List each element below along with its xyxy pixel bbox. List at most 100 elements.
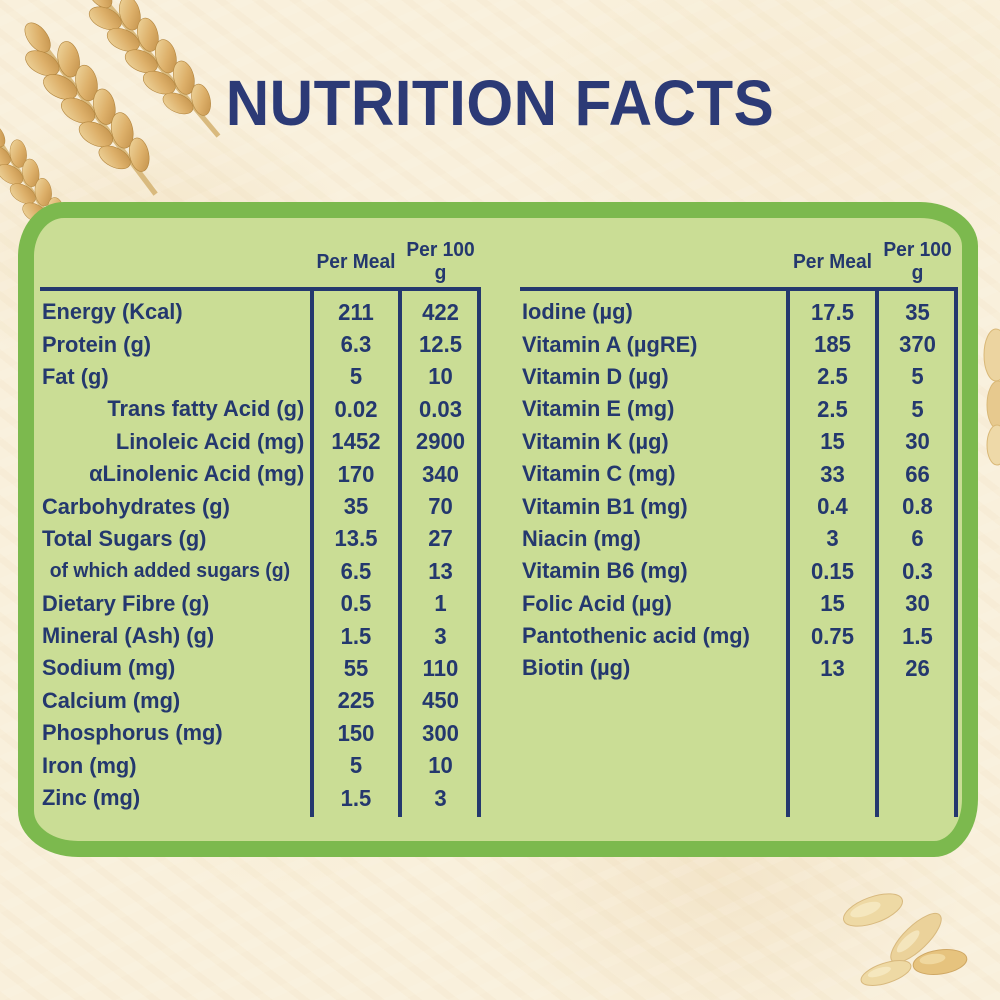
per-meal-value: 6.5 bbox=[340, 557, 372, 584]
per-100g-value: 5 bbox=[911, 395, 924, 422]
table-header-row: Per Meal Per 100 g bbox=[520, 237, 958, 287]
per-meal-value: 55 bbox=[343, 654, 369, 681]
nutrient-label: Zinc (mg) bbox=[41, 785, 141, 811]
nutrient-label: αLinolenic Acid (mg) bbox=[89, 461, 305, 487]
per-meal-value: 15 bbox=[820, 590, 845, 617]
nutrient-label: Carbohydrates (g) bbox=[41, 493, 230, 519]
table-row: Protein (g) 6.3 12.5 bbox=[40, 328, 481, 360]
per-meal-value: 185 bbox=[814, 331, 851, 358]
per-meal-value: 17.5 bbox=[811, 298, 854, 325]
table-row: Vitamin E (mg) 2.5 5 bbox=[520, 393, 958, 425]
per-100g-value: 422 bbox=[422, 298, 459, 325]
table-row: Vitamin D (µg) 2.5 5 bbox=[520, 361, 958, 393]
nutrient-label: Iron (mg) bbox=[41, 752, 137, 778]
table-row: Energy (Kcal) 211 422 bbox=[40, 296, 481, 328]
per-100g-value: 300 bbox=[422, 719, 459, 746]
per-meal-value: 6.3 bbox=[340, 331, 372, 358]
table-row: Carbohydrates (g) 35 70 bbox=[40, 490, 481, 522]
per-meal-header: Per Meal bbox=[316, 250, 396, 273]
per-100g-value: 27 bbox=[428, 525, 453, 552]
table-row: Phosphorus (mg) 150 300 bbox=[40, 717, 481, 749]
nutrient-label: Trans fatty Acid (g) bbox=[107, 396, 305, 422]
per-100g-value: 66 bbox=[905, 460, 930, 487]
per-meal-value: 35 bbox=[343, 493, 369, 520]
nutrient-label: Total Sugars (g) bbox=[41, 525, 207, 551]
nutrient-label: Vitamin K (µg) bbox=[521, 428, 669, 454]
table-row: Trans fatty Acid (g) 0.02 0.03 bbox=[40, 393, 481, 425]
nutrient-label: Protein (g) bbox=[41, 331, 152, 357]
nutrient-label: Linoleic Acid (mg) bbox=[115, 428, 305, 454]
per-100g-value: 1 bbox=[434, 590, 447, 617]
per-100g-value: 3 bbox=[434, 784, 447, 811]
per-100g-value: 35 bbox=[905, 298, 930, 325]
per-meal-value: 3 bbox=[826, 525, 839, 552]
per-meal-value: 5 bbox=[349, 363, 363, 390]
nutrient-label: Biotin (µg) bbox=[521, 655, 631, 681]
column-divider bbox=[477, 291, 481, 817]
per-100g-value: 30 bbox=[905, 590, 930, 617]
per-meal-value: 1.5 bbox=[340, 784, 372, 811]
column-divider bbox=[954, 291, 958, 817]
nutrient-label: Calcium (mg) bbox=[41, 687, 181, 713]
nutrient-label: Phosphorus (mg) bbox=[41, 720, 223, 746]
per-meal-value: 225 bbox=[337, 687, 375, 714]
table-row: Mineral (Ash) (g) 1.5 3 bbox=[40, 620, 481, 652]
per-100g-value: 1.5 bbox=[902, 622, 933, 649]
nutrient-label: Iodine (µg) bbox=[521, 299, 633, 325]
nutrient-label: Dietary Fibre (g) bbox=[41, 590, 210, 616]
table-body: Iodine (µg) 17.5 35 Vitamin A (µgRE) 185 370 V… bbox=[520, 287, 958, 817]
per-meal-value: 5 bbox=[349, 752, 363, 779]
nutrient-label: Folic Acid (µg) bbox=[521, 590, 672, 616]
per-100g-value: 0.3 bbox=[902, 557, 933, 584]
per-meal-value: 0.02 bbox=[334, 395, 378, 422]
per-meal-value: 13.5 bbox=[334, 525, 378, 552]
nutrient-label: Mineral (Ash) (g) bbox=[41, 623, 215, 649]
nutrient-label: of which added sugars (g) bbox=[49, 559, 291, 582]
per-meal-value: 0.4 bbox=[817, 493, 848, 520]
table-row: Biotin (µg) 13 26 bbox=[520, 652, 958, 684]
per-meal-value: 0.15 bbox=[811, 557, 854, 584]
table-row: Iron (mg) 5 10 bbox=[40, 749, 481, 781]
per-100g-value: 370 bbox=[899, 331, 936, 358]
nutrient-label: Vitamin E (mg) bbox=[521, 396, 675, 422]
table-row: Folic Acid (µg) 15 30 bbox=[520, 588, 958, 620]
per-meal-value: 33 bbox=[820, 460, 845, 487]
table-row: Vitamin A (µgRE) 185 370 bbox=[520, 328, 958, 360]
table-row: Dietary Fibre (g) 0.5 1 bbox=[40, 588, 481, 620]
table-row: of which added sugars (g) 6.5 13 bbox=[40, 555, 481, 587]
nutrient-label: Vitamin D (µg) bbox=[521, 363, 669, 389]
table-row: Sodium (mg) 55 110 bbox=[40, 652, 481, 684]
column-divider bbox=[398, 291, 402, 817]
table-row: Total Sugars (g) 13.5 27 bbox=[40, 523, 481, 555]
nutrition-table-left: Per Meal Per 100 g Energy (Kcal) 211 422 Pr… bbox=[40, 237, 481, 817]
table-row: Niacin (mg) 3 6 bbox=[520, 523, 958, 555]
per-100g-value: 12.5 bbox=[419, 331, 462, 358]
grain-seeds-icon bbox=[843, 893, 968, 986]
per-100g-value: 30 bbox=[905, 428, 930, 455]
table-row: Zinc (mg) 1.5 3 bbox=[40, 782, 481, 814]
nutrient-label: Vitamin B1 (mg) bbox=[521, 493, 688, 519]
table-row: Vitamin C (mg) 33 66 bbox=[520, 458, 958, 490]
column-divider bbox=[875, 291, 879, 817]
per-100g-value: 3 bbox=[434, 622, 447, 649]
per-100g-value: 0.03 bbox=[419, 395, 462, 422]
per-100g-value: 6 bbox=[911, 525, 924, 552]
per-meal-value: 1.5 bbox=[340, 622, 372, 649]
nutrition-panel: Per Meal Per 100 g Energy (Kcal) 211 422 Pr… bbox=[18, 202, 978, 857]
per-meal-value: 2.5 bbox=[817, 363, 848, 390]
per-100g-value: 0.8 bbox=[902, 493, 933, 520]
per-100g-value: 10 bbox=[428, 363, 453, 390]
per-100g-value: 10 bbox=[428, 752, 453, 779]
per-100g-value: 13 bbox=[428, 557, 453, 584]
nutrient-label: Vitamin B6 (mg) bbox=[521, 558, 688, 584]
table-row: αLinolenic Acid (mg) 170 340 bbox=[40, 458, 481, 490]
nutrient-label: Vitamin A (µgRE) bbox=[521, 331, 698, 357]
per-100g-value: 340 bbox=[422, 460, 459, 487]
per-100g-header: Per 100 g bbox=[883, 239, 952, 284]
column-divider bbox=[786, 291, 790, 817]
table-row: Fat (g) 5 10 bbox=[40, 361, 481, 393]
nutrient-label: Vitamin C (mg) bbox=[521, 461, 676, 487]
per-meal-value: 13 bbox=[820, 654, 845, 681]
per-meal-value: 15 bbox=[820, 428, 845, 455]
